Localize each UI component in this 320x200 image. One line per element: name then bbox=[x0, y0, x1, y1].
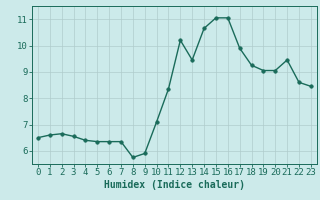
X-axis label: Humidex (Indice chaleur): Humidex (Indice chaleur) bbox=[104, 180, 245, 190]
